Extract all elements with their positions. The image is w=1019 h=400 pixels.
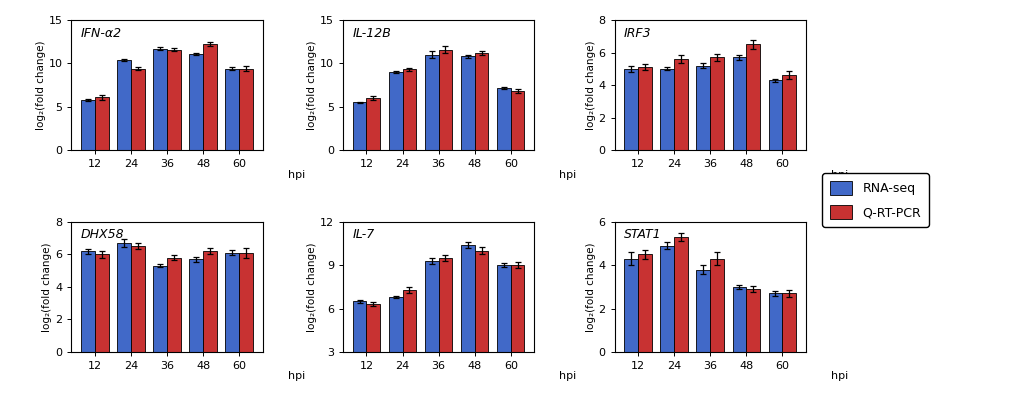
Bar: [732, 58, 746, 150]
Bar: [425, 55, 438, 150]
Bar: [130, 246, 145, 352]
Y-axis label: log₂(fold change): log₂(fold change): [43, 242, 52, 332]
Bar: [95, 254, 108, 352]
Text: DHX58: DHX58: [81, 228, 124, 241]
Text: hpi: hpi: [287, 372, 305, 382]
Y-axis label: log₂(fold change): log₂(fold change): [307, 40, 317, 130]
Bar: [768, 294, 782, 352]
Bar: [366, 98, 380, 150]
Bar: [709, 58, 723, 150]
Text: IFN-α2: IFN-α2: [81, 26, 122, 40]
Bar: [696, 270, 709, 352]
Bar: [403, 290, 416, 352]
Bar: [637, 254, 651, 352]
Bar: [438, 50, 451, 150]
Bar: [130, 69, 145, 150]
Bar: [95, 97, 108, 150]
Bar: [746, 289, 759, 352]
Bar: [438, 258, 451, 352]
Bar: [732, 287, 746, 352]
Bar: [353, 102, 366, 150]
Text: hpi: hpi: [830, 372, 847, 382]
Bar: [461, 245, 474, 352]
Text: IL-7: IL-7: [353, 228, 374, 241]
Bar: [496, 265, 511, 352]
Bar: [117, 60, 130, 150]
Bar: [425, 261, 438, 352]
Bar: [511, 265, 524, 352]
Bar: [353, 301, 366, 352]
Bar: [225, 69, 239, 150]
Bar: [403, 70, 416, 150]
Bar: [82, 251, 95, 352]
Legend: RNA-seq, Q-RT-PCR: RNA-seq, Q-RT-PCR: [821, 173, 927, 227]
Bar: [474, 53, 488, 150]
Bar: [674, 237, 687, 352]
Bar: [659, 69, 674, 150]
Bar: [153, 266, 167, 352]
Bar: [768, 80, 782, 150]
Y-axis label: log₂(fold change): log₂(fold change): [585, 242, 595, 332]
Bar: [167, 258, 180, 352]
Bar: [511, 91, 524, 150]
Text: hpi: hpi: [830, 170, 847, 180]
Bar: [239, 69, 253, 150]
Bar: [461, 56, 474, 150]
Text: hpi: hpi: [558, 372, 576, 382]
Y-axis label: log₂(fold change): log₂(fold change): [36, 40, 46, 130]
Bar: [624, 259, 637, 352]
Bar: [388, 297, 403, 352]
Bar: [696, 66, 709, 150]
Y-axis label: log₂(fold change): log₂(fold change): [585, 40, 595, 130]
Text: IRF3: IRF3: [624, 26, 651, 40]
Text: STAT1: STAT1: [624, 228, 661, 241]
Bar: [239, 253, 253, 352]
Bar: [190, 259, 203, 352]
Text: hpi: hpi: [558, 170, 576, 180]
Bar: [659, 246, 674, 352]
Text: hpi: hpi: [287, 170, 305, 180]
Bar: [474, 251, 488, 352]
Bar: [782, 75, 795, 150]
Bar: [388, 72, 403, 150]
Bar: [746, 44, 759, 150]
Bar: [225, 253, 239, 352]
Text: IL-12B: IL-12B: [353, 26, 391, 40]
Bar: [366, 304, 380, 352]
Bar: [153, 49, 167, 150]
Bar: [203, 251, 217, 352]
Bar: [674, 59, 687, 150]
Bar: [190, 54, 203, 150]
Bar: [782, 294, 795, 352]
Y-axis label: log₂(fold change): log₂(fold change): [307, 242, 317, 332]
Bar: [203, 44, 217, 150]
Bar: [624, 69, 637, 150]
Bar: [496, 88, 511, 150]
Bar: [82, 100, 95, 150]
Bar: [637, 67, 651, 150]
Bar: [117, 243, 130, 352]
Bar: [167, 50, 180, 150]
Bar: [709, 259, 723, 352]
